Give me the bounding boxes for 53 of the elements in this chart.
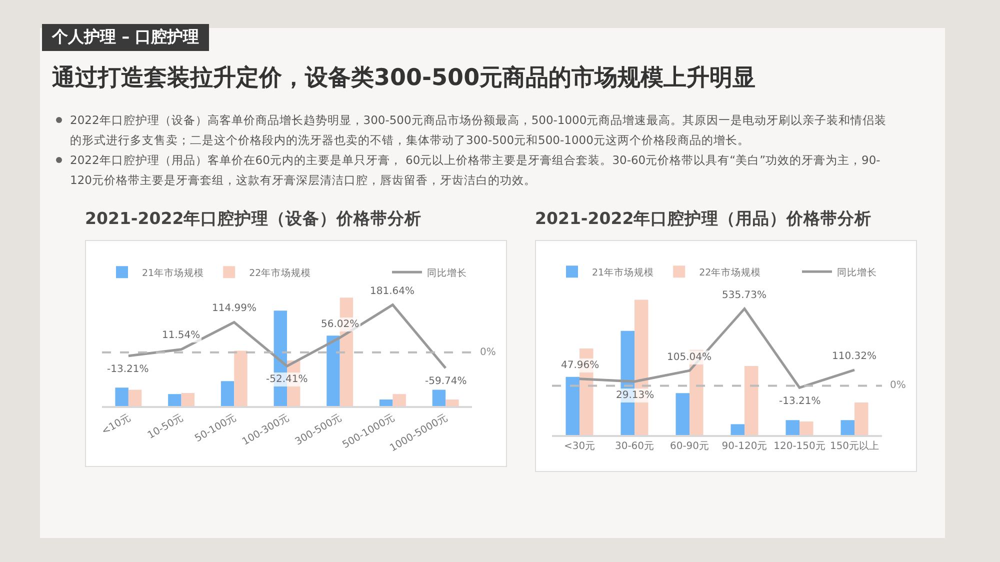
x-tick-label: <30元 xyxy=(564,441,596,452)
bar xyxy=(432,390,446,406)
bar xyxy=(800,421,814,435)
legend-label: 22年市场规模 xyxy=(699,266,762,278)
data-label: 535.73% xyxy=(722,290,766,301)
bar xyxy=(380,400,393,406)
chart-title: 2021-2022年口腔护理（用品）价格带分析 xyxy=(535,208,873,230)
bar xyxy=(181,393,194,406)
x-tick-label: 120-150元 xyxy=(774,441,826,452)
text: 个人护理 – 口腔护理 xyxy=(42,24,210,51)
legend-label: 21年市场规模 xyxy=(142,266,204,279)
x-tick-label: 60-90元 xyxy=(670,441,710,452)
bar xyxy=(128,390,142,406)
text: 2022年口腔护理（设备）高客单价商品增长趋势明显，300-500元商品市场份额最高，500-1000元商品增速最高。其原因一是电动牙刷以亲子装和情侣装的形式进行多支售卖；二是这个价格段内的洗牙器也卖的不错，集体带动了300-500元和500-1000元这两个价格段商品的增长。 xyxy=(70,112,888,149)
data-label: 47.96% xyxy=(561,360,600,371)
bar xyxy=(840,420,854,435)
legend-label: 同比增长 xyxy=(427,266,467,279)
x-tick-label: 150元以上 xyxy=(830,440,880,452)
x-tick-label: 30-60元 xyxy=(614,441,654,452)
data-label: 110.32% xyxy=(832,351,876,362)
bar xyxy=(566,376,580,435)
bar xyxy=(220,381,234,406)
data-label: 181.64% xyxy=(370,286,414,297)
data-label: 105.04% xyxy=(667,352,712,363)
data-label: 114.99% xyxy=(212,303,256,314)
bar xyxy=(446,400,459,406)
data-label: 11.54% xyxy=(162,330,200,341)
legend-label: 同比增长 xyxy=(837,266,877,278)
bar xyxy=(326,336,340,406)
bar xyxy=(392,394,406,406)
legend-label: 22年市场规模 xyxy=(249,266,312,279)
bar xyxy=(854,402,868,435)
ref-line-label: 0% xyxy=(890,380,906,391)
chart-title: 2021-2022年口腔护理（设备）价格带分析 xyxy=(85,208,423,230)
data-label: -13.21% xyxy=(107,364,149,375)
text: 通过打造套装拉升定价，设备类300-500元商品的市场规模上升明显 xyxy=(52,64,756,93)
data-label: -52.41% xyxy=(266,374,308,385)
legend-label: 21年市场规模 xyxy=(592,266,654,278)
bar xyxy=(676,393,690,435)
ref-line-label: 0% xyxy=(480,347,496,358)
x-tick-label: <10元 xyxy=(100,412,132,438)
data-label: 56.02% xyxy=(321,319,360,330)
text: 2022年口腔护理（用品）客单价在60元内的主要是单只牙膏， 60元以上价格带主要是牙膏组合套装。30-60元价格带以具有“美白”功效的牙膏为主，90-120元价格带主要是牙膏套组，这款有牙膏深层清洁口腔，唇齿留香，牙齿洁白的功效。 xyxy=(70,152,882,189)
data-label: -13.21% xyxy=(779,396,821,407)
bar xyxy=(168,394,182,406)
bar xyxy=(115,388,128,406)
bar xyxy=(234,350,248,406)
data-label: -59.74% xyxy=(425,376,467,387)
bar xyxy=(744,366,758,435)
x-tick-label: 90-120元 xyxy=(722,441,768,452)
bar xyxy=(786,420,800,435)
bar xyxy=(730,424,744,435)
data-label: 29.13% xyxy=(616,390,654,401)
